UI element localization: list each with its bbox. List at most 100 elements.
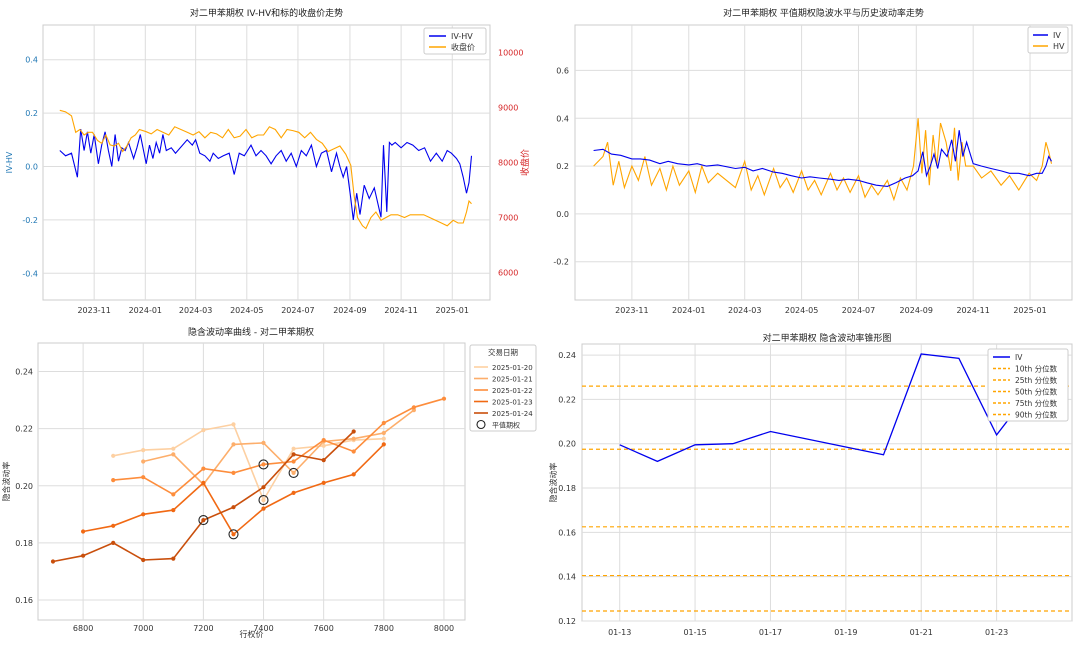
series-line-2025-01-21 [143,409,415,486]
legend-label: 2025-01-21 [492,376,533,384]
x-tick-label: 2025-01 [1013,306,1046,315]
y-tick-label: 0.22 [15,425,33,434]
legend-label: 2025-01-24 [492,410,533,418]
x-tick-label: 2024-11 [956,306,989,315]
x-tick-label: 2024-11 [384,306,417,315]
chart-iv-hv-close: 2023-11 2024-01 2024-03 2024-05 2024-07 2024-… [5,7,531,315]
data-point [351,429,356,434]
data-point [231,505,236,510]
data-point [381,430,386,436]
data-point [291,490,296,495]
y2-axis-label: 收盘价 [519,149,531,176]
data-point [231,442,236,447]
y-tick-label: 0.16 [15,596,33,605]
y-tick-label: 0.16 [558,528,576,537]
x-tick-label: 01-19 [834,628,857,637]
data-point [201,428,206,433]
data-point [81,553,86,558]
x-tick-label: 7600 [313,624,333,633]
y-tick-label: 0.0 [556,210,569,219]
y-tick-label: 0.12 [558,617,576,626]
y-axis-label: 隐含波动率 [1,462,11,502]
y-tick-label: 0.18 [15,539,33,548]
data-point [111,478,116,483]
data-point [261,485,266,490]
x-tick-label: 2024-03 [179,306,212,315]
legend-label: 10th 分位数 [1015,364,1058,374]
x-tick-label: 2024-09 [900,306,933,315]
x-tick-label: 2024-07 [842,306,875,315]
y-tick-label: 0.4 [25,56,38,65]
x-tick-label: 7400 [253,624,273,633]
x-tick-label: 2025-01 [436,306,469,315]
x-tick-label: 2024-05 [785,306,818,315]
data-point [321,438,326,443]
legend-label: IV [1053,31,1061,40]
atm-marker [258,459,269,470]
series-line-IV [593,130,1052,187]
x-axis-label: 行权价 [240,629,264,639]
data-point [141,475,146,480]
x-tick-label: 2024-01 [129,306,162,315]
y-tick-label: 0.2 [25,109,38,118]
chart-title: 隐含波动率曲线 - 对二甲苯期权 [188,326,314,338]
data-point [261,506,266,511]
data-point [231,422,236,427]
series-line-IV-HV [59,129,473,220]
atm-marker [258,495,269,506]
plot-area [574,24,1073,301]
data-point [231,532,236,537]
x-tick-label: 7000 [133,624,153,633]
data-point [291,452,296,457]
chart-title: 对二甲苯期权 平值期权隐波水平与历史波动率走势 [723,7,924,19]
legend-label: HV [1053,42,1065,51]
y2-tick-label: 7000 [498,214,518,223]
legend-label: 50th 分位数 [1015,387,1058,397]
y-tick-label: 0.20 [558,440,576,449]
legend-label: IV-HV [451,32,473,41]
legend-label: 2025-01-22 [492,387,533,395]
x-tick-label: 2024-01 [672,306,705,315]
data-point [50,559,56,564]
series-line-HV [593,118,1053,202]
data-point [261,462,266,467]
plot-area [42,24,491,301]
y-axis-label: IV-HV [5,151,14,173]
chart-iv-cone: 01-13 01-15 01-17 01-19 01-21 01-23 0.12 0.14 0.… [548,332,1073,637]
x-tick-label: 2024-05 [230,306,263,315]
data-point [291,459,296,464]
y-tick-label: -0.2 [553,258,569,267]
y-tick-label: -0.4 [22,269,38,278]
legend-label: 25th 分位数 [1015,375,1058,385]
x-tick-label: 2024-09 [333,306,366,315]
data-point [111,453,116,458]
data-point [291,470,296,475]
legend-title: 交易日期 [488,347,518,357]
legend-label: 75th 分位数 [1015,398,1058,408]
data-point [381,442,386,447]
data-point [321,480,326,485]
series-line-收盘价 [59,109,472,230]
data-point [201,480,206,485]
data-point [261,440,266,445]
legend-label: 2025-01-20 [492,364,533,372]
data-point [441,396,447,401]
data-point [411,405,416,410]
series-line-2025-01-20 [113,423,384,502]
series-group [593,118,1053,202]
data-point [111,540,116,545]
data-point [81,529,86,534]
series-line-2025-01-22 [113,397,445,496]
data-point [321,458,326,463]
data-point [261,498,266,503]
data-point [291,446,296,451]
atm-marker [288,467,299,478]
data-point [141,512,146,517]
legend-label: 2025-01-23 [492,399,533,407]
data-point [351,449,356,454]
y-tick-label: 0.18 [558,484,576,493]
y2-tick-label: 8000 [498,159,518,168]
legend-atm-marker [476,419,486,430]
y2-tick-label: 10000 [498,49,523,58]
